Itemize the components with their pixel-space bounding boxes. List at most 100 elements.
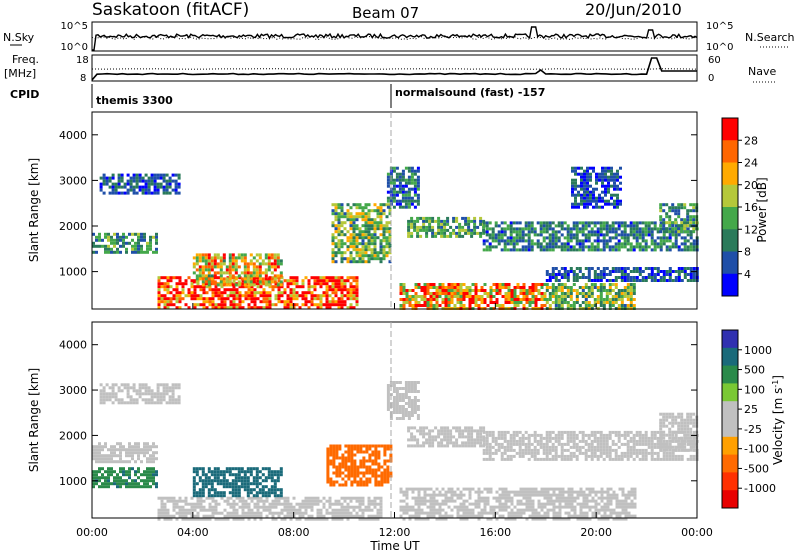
data-cell <box>611 230 615 234</box>
data-cell <box>513 505 517 509</box>
data-cell <box>438 304 442 307</box>
data-cell <box>337 251 341 255</box>
data-cell <box>326 450 330 454</box>
data-cell <box>370 221 374 225</box>
data-cell <box>204 268 208 272</box>
data-cell <box>349 227 353 231</box>
data-cell <box>653 245 657 249</box>
data-cell <box>580 193 583 197</box>
data-cell <box>368 465 372 469</box>
data-cell <box>438 286 442 289</box>
data-cell <box>166 276 170 280</box>
data-cell <box>325 303 329 307</box>
data-cell <box>522 292 526 295</box>
data-cell <box>465 517 469 521</box>
data-cell <box>413 390 417 393</box>
data-cell <box>414 487 418 491</box>
data-cell <box>455 231 459 235</box>
data-cell <box>590 221 594 225</box>
data-cell <box>423 502 427 506</box>
data-cell <box>404 402 408 405</box>
data-cell <box>353 474 357 478</box>
data-cell <box>364 221 368 225</box>
data-cell <box>446 234 450 238</box>
data-cell <box>358 514 362 518</box>
data-cell <box>371 459 375 463</box>
data-cell <box>204 476 208 480</box>
data-cell <box>551 221 555 225</box>
data-cell <box>295 517 299 521</box>
data-cell <box>465 295 469 298</box>
data-cell <box>277 294 281 298</box>
data-cell <box>429 283 433 286</box>
data-cell <box>435 493 439 497</box>
data-cell <box>416 234 420 238</box>
data-cell <box>283 300 287 304</box>
data-cell <box>370 248 374 252</box>
data-cell <box>208 285 212 289</box>
data-cell <box>213 467 217 471</box>
data-cell <box>373 218 377 222</box>
data-cell <box>240 467 244 471</box>
data-cell <box>355 206 359 210</box>
data-cell <box>428 444 432 448</box>
data-cell <box>599 301 603 304</box>
data-cell <box>426 514 430 518</box>
data-cell <box>246 488 250 492</box>
data-cell <box>356 471 360 475</box>
data-cell <box>668 273 672 276</box>
data-cell <box>367 248 371 252</box>
data-cell <box>126 395 130 399</box>
data-cell <box>539 227 543 231</box>
data-cell <box>618 514 622 518</box>
data-cell <box>367 218 371 222</box>
data-cell <box>283 291 287 295</box>
freq-label: Freq. <box>12 53 39 66</box>
data-cell <box>627 496 631 500</box>
data-cell <box>441 487 445 491</box>
data-cell <box>650 267 654 270</box>
data-cell <box>241 294 245 298</box>
data-cell <box>240 271 244 275</box>
data-cell <box>402 304 406 307</box>
data-cell <box>202 285 206 289</box>
data-cell <box>531 517 535 521</box>
data-cell <box>395 184 399 188</box>
data-cell <box>362 471 366 475</box>
data-cell <box>273 265 277 269</box>
data-cell <box>605 245 609 249</box>
data-cell <box>630 502 634 506</box>
data-cell <box>411 298 415 301</box>
data-cell <box>609 493 613 497</box>
data-cell <box>513 301 517 304</box>
data-cell <box>575 233 579 237</box>
data-cell <box>211 288 215 292</box>
data-cell <box>540 505 544 509</box>
data-cell <box>531 514 535 518</box>
data-cell <box>168 185 172 189</box>
data-cell <box>238 276 242 280</box>
data-cell <box>477 517 481 521</box>
data-cell <box>461 216 465 220</box>
data-cell <box>340 517 344 521</box>
data-cell <box>641 230 645 234</box>
data-cell <box>615 496 619 500</box>
data-cell <box>580 202 583 206</box>
data-cell <box>509 233 513 237</box>
data-cell <box>598 172 601 176</box>
data-cell <box>635 227 639 231</box>
data-cell <box>569 304 573 307</box>
data-cell <box>289 282 293 286</box>
data-cell <box>289 276 293 280</box>
data-cell <box>558 517 562 521</box>
data-cell <box>217 502 221 506</box>
data-cell <box>444 301 448 304</box>
data-cell <box>160 282 164 286</box>
data-cell <box>190 517 194 521</box>
data-cell <box>157 279 161 283</box>
data-cell <box>447 496 451 500</box>
data-cell <box>492 508 496 512</box>
data-cell <box>689 209 693 213</box>
data-cell <box>219 482 223 486</box>
data-cell <box>147 182 151 186</box>
